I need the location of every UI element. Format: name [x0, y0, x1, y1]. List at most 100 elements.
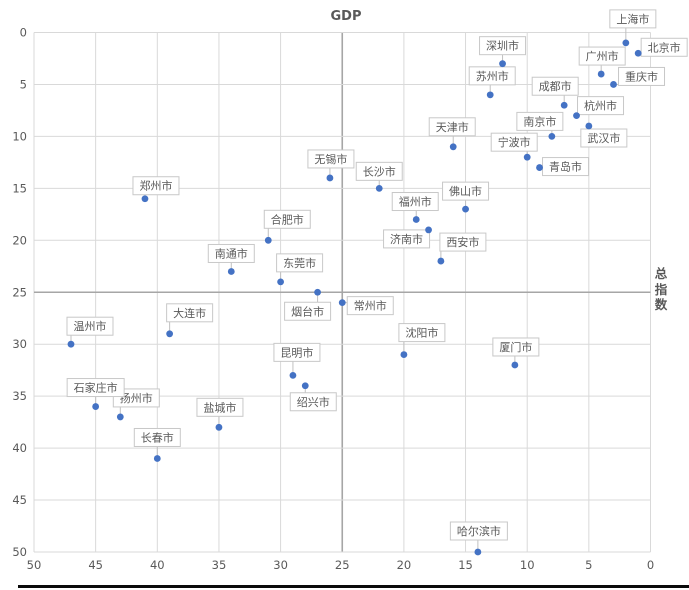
data-point-合肥市[interactable] — [264, 236, 272, 244]
data-point-昆明市[interactable] — [289, 371, 297, 379]
y-tick-label: 35 — [12, 389, 27, 403]
data-label-box — [398, 323, 446, 343]
data-label-text: 郑州市 — [139, 179, 172, 193]
data-label-box — [207, 243, 255, 263]
data-point-沈阳市[interactable] — [400, 351, 408, 358]
data-point-石家庄市[interactable] — [92, 403, 100, 410]
data-label-box — [640, 37, 688, 57]
data-point-长沙市[interactable] — [375, 184, 383, 192]
data-label-text: 烟台市 — [291, 304, 324, 318]
data-label-box — [391, 192, 439, 212]
data-label-box — [618, 66, 666, 86]
data-label-text: 大连市 — [173, 306, 206, 320]
data-point-佛山市[interactable] — [462, 205, 469, 213]
x-tick-label: 20 — [397, 558, 412, 572]
data-label-box — [492, 337, 540, 357]
data-label-text: 盐城市 — [203, 400, 236, 414]
data-point-北京市[interactable] — [634, 49, 642, 57]
y-tick-label: 25 — [12, 285, 27, 299]
data-point-成都市[interactable] — [560, 101, 568, 109]
data-label-box — [276, 253, 324, 273]
data-label-box — [166, 303, 214, 323]
data-point-扬州市[interactable] — [116, 413, 124, 421]
data-points — [67, 39, 642, 556]
data-point-绍兴市[interactable] — [301, 382, 309, 390]
data-point-郑州市[interactable] — [141, 195, 149, 203]
document-divider-line — [18, 585, 689, 588]
data-label-text: 杭州市 — [584, 99, 617, 113]
data-point-广州市[interactable] — [597, 70, 605, 78]
y-tick-label: 20 — [12, 233, 27, 247]
data-point-盐城市[interactable] — [215, 423, 223, 431]
data-label-text: 石家庄市 — [74, 381, 118, 395]
data-point-苏州市[interactable] — [486, 91, 494, 99]
data-point-上海市[interactable] — [622, 39, 630, 47]
data-point-长春市[interactable] — [153, 455, 161, 462]
data-label-text: 南通市 — [215, 246, 248, 260]
data-point-温州市[interactable] — [67, 340, 75, 348]
data-label-box — [133, 427, 181, 447]
data-label-box — [468, 66, 516, 86]
x-tick-label: 15 — [458, 558, 473, 572]
data-point-青岛市[interactable] — [536, 164, 543, 171]
x-tick-label: 5 — [585, 558, 592, 572]
data-point-东莞市[interactable] — [277, 278, 284, 286]
data-label-box — [66, 378, 125, 398]
data-point-重庆市[interactable] — [610, 81, 617, 88]
data-label-box — [307, 149, 355, 169]
data-point-厦门市[interactable] — [511, 361, 519, 369]
data-point-南京市[interactable] — [548, 133, 556, 140]
data-label-box — [531, 76, 579, 96]
data-point-济南市[interactable] — [425, 226, 432, 234]
data-label-text: 常州市 — [354, 299, 387, 313]
data-point-哈尔滨市[interactable] — [474, 548, 482, 556]
data-point-福州市[interactable] — [412, 216, 420, 223]
data-point-深圳市[interactable] — [499, 60, 506, 68]
data-point-大连市[interactable] — [166, 330, 174, 338]
data-label-box — [383, 229, 431, 249]
data-label-text: 宁波市 — [498, 135, 531, 149]
y-tick-label: 30 — [12, 337, 27, 351]
data-label-box — [263, 209, 311, 229]
data-label-text: 济南市 — [390, 232, 423, 246]
data-point-宁波市[interactable] — [523, 153, 531, 161]
data-point-武汉市[interactable] — [585, 122, 593, 130]
data-label-box — [439, 232, 487, 252]
data-label-box — [346, 296, 394, 316]
data-label-text: 厦门市 — [499, 340, 532, 354]
leader-lines — [70, 27, 642, 552]
data-label-text: 哈尔滨市 — [457, 524, 501, 538]
x-tick-label: 40 — [150, 558, 165, 572]
data-label-box — [578, 46, 626, 66]
y-tick-label: 15 — [12, 181, 27, 195]
data-point-烟台市[interactable] — [314, 288, 321, 296]
y-tick-label: 10 — [12, 129, 27, 143]
data-label-text: 温州市 — [73, 319, 106, 333]
x-tick-label: 0 — [647, 558, 654, 572]
data-label-text: 福州市 — [399, 195, 432, 209]
x-tick-label: 25 — [335, 558, 350, 572]
data-label-text: 青岛市 — [549, 160, 582, 174]
data-label-text: 西安市 — [446, 235, 479, 249]
data-label-text: 佛山市 — [449, 184, 482, 198]
data-label-box — [580, 128, 628, 148]
x-tick-label: 10 — [520, 558, 535, 572]
data-label-text: 广州市 — [586, 49, 619, 63]
data-point-无锡市[interactable] — [326, 174, 334, 182]
y-tick-label: 45 — [12, 493, 27, 507]
data-label-box — [273, 342, 321, 362]
data-point-南通市[interactable] — [227, 268, 235, 275]
x-tick-label: 50 — [27, 558, 42, 572]
data-label-text: 东莞市 — [283, 256, 316, 270]
data-label-box — [609, 9, 657, 29]
data-label-box — [112, 388, 160, 408]
data-point-杭州市[interactable] — [573, 112, 580, 120]
data-point-天津市[interactable] — [449, 143, 457, 151]
data-point-西安市[interactable] — [437, 257, 445, 265]
data-label-text: 苏州市 — [476, 69, 509, 83]
data-point-常州市[interactable] — [338, 299, 346, 307]
